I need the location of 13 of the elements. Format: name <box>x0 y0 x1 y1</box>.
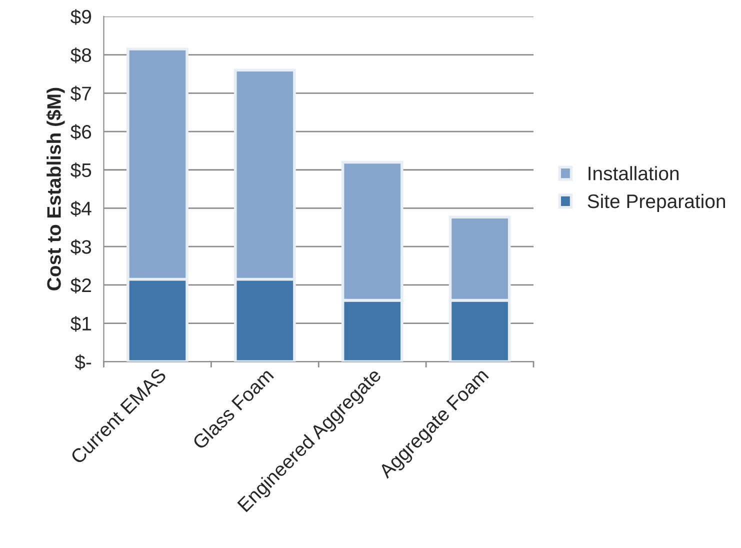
y-axis-title: Cost to Establish ($M) <box>46 88 65 290</box>
y-tick-label: $4 <box>70 200 92 217</box>
y-tick-label: $5 <box>70 162 92 178</box>
y-tick-label: $3 <box>70 239 92 255</box>
y-tick-label: $2 <box>70 278 91 294</box>
y-tick-label: $1 <box>70 316 91 332</box>
y-tick-label: $7 <box>70 86 91 102</box>
legend-label: Installation <box>588 166 679 180</box>
y-tick-label: $9 <box>70 9 92 25</box>
y-tick-label: $- <box>74 354 92 370</box>
y-tick-label: $8 <box>70 47 92 64</box>
y-tick-label: $6 <box>70 124 92 140</box>
legend-label: Site Preparation <box>588 194 726 212</box>
